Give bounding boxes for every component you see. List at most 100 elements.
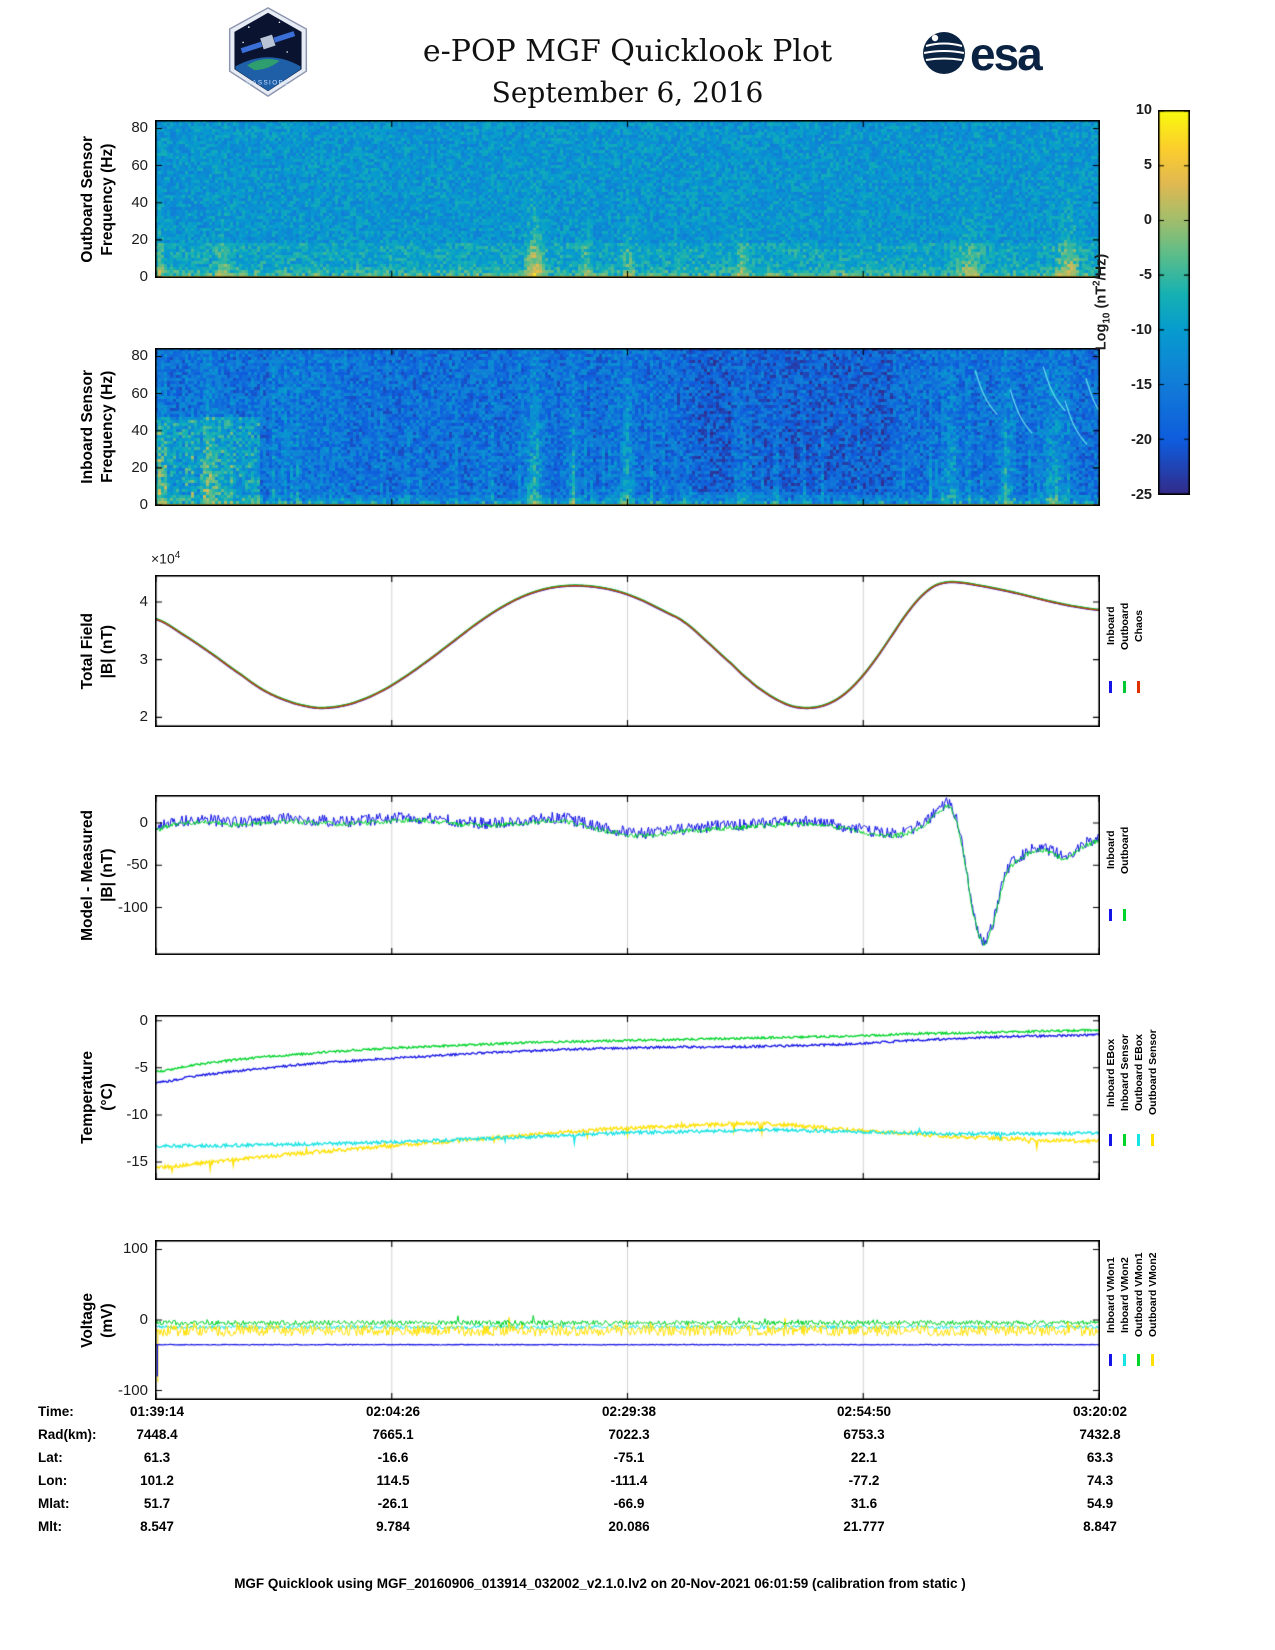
- ephemeris-value: -75.1: [613, 1450, 645, 1465]
- ephemeris-value: 6753.3: [843, 1427, 885, 1442]
- legend-label: Inboard Sensor: [1118, 1034, 1131, 1112]
- colorbar-tick-label: 5: [1143, 157, 1152, 173]
- legend-entry: Outboard: [1118, 795, 1131, 921]
- y-tick-label: -50: [126, 856, 148, 874]
- panel-outboard-spectrogram: Outboard Sensor Frequency (Hz) 0 20 40 60 80: [0, 119, 1275, 285]
- legend-entry: Inboard: [1104, 575, 1117, 693]
- ephemeris-value: 01:39:14: [129, 1404, 185, 1419]
- ephemeris-value: -26.1: [377, 1496, 409, 1511]
- y-tick-label: 60: [131, 156, 148, 174]
- y-tick-label: -5: [134, 1058, 148, 1076]
- legend-entry: Outboard VMon2: [1146, 1240, 1159, 1366]
- panel-total-field: ×104 Total Field |B| (nT) 2 3 4 Inboard Outb…: [0, 550, 1275, 727]
- legend-color-dash: [1123, 681, 1126, 693]
- ephemeris-value: 114.5: [376, 1473, 410, 1488]
- legend-color-dash: [1137, 1134, 1140, 1146]
- legend-entry: Outboard Sensor: [1146, 1015, 1159, 1146]
- ephemeris-value: 02:54:50: [836, 1404, 892, 1419]
- colorbar-tick-label: 0: [1143, 212, 1152, 228]
- y-tick-label: 0: [139, 1311, 148, 1328]
- legend-color-dash: [1123, 1354, 1126, 1366]
- ephemeris-row-label: Lon:: [38, 1473, 68, 1488]
- legend-label: Chaos: [1132, 609, 1145, 643]
- ephemeris-value: 8.547: [140, 1519, 174, 1534]
- ylabel-line: Temperature: [78, 1051, 96, 1144]
- panel-model-measured: Model - Measured |B| (nT) 0 -50 -100 Inboar…: [0, 795, 1275, 955]
- colorbar: [1158, 110, 1190, 495]
- y-tick-label: 0: [139, 814, 148, 832]
- y-tick-label: 40: [131, 421, 148, 439]
- panel-legend: Inboard EBox Inboard Sensor Outboard EBox O…: [1104, 1015, 1159, 1180]
- y-tick-label: 3: [139, 650, 148, 668]
- y-tick-label: 80: [131, 119, 148, 137]
- esa-logo-text: esa: [970, 28, 1043, 80]
- legend-color-dash: [1123, 909, 1126, 921]
- panel-temperature: Temperature (°C) 0 -5 -10 -15 Inboard EBox In…: [0, 1011, 1275, 1180]
- legend-entry: Inboard Sensor: [1118, 1015, 1131, 1146]
- y-tick-label: 20: [131, 230, 148, 248]
- model-measured-canvas: [155, 795, 1100, 955]
- colorbar-tick-label: 10: [1135, 102, 1152, 118]
- legend-color-dash: [1109, 909, 1112, 921]
- ylabel-line: Voltage: [78, 1292, 96, 1348]
- panel-inboard-spectrogram: Inboard Sensor Frequency (Hz) 0 20 40 60 80: [0, 347, 1275, 513]
- voltage-canvas: [155, 1240, 1100, 1400]
- ylabel-line: Inboard Sensor: [78, 370, 96, 484]
- legend-entry: Outboard VMon1: [1132, 1240, 1145, 1366]
- ylabel-line: Outboard Sensor: [78, 135, 96, 263]
- total-field-canvas: [155, 575, 1100, 727]
- ylabel-line: Total Field: [78, 612, 96, 690]
- y-axis-exponent: ×104: [151, 550, 181, 567]
- cassiope-mission-logo: CASSIOPE: [228, 7, 308, 97]
- y-tick-label: 4: [139, 592, 148, 610]
- y-tick-label: 20: [131, 458, 148, 476]
- ylabel-line: Model - Measured: [78, 809, 96, 941]
- legend-label: Outboard VMon2: [1146, 1252, 1159, 1338]
- y-tick-label: -10: [126, 1105, 148, 1123]
- ephemeris-value: 101.2: [140, 1473, 174, 1488]
- y-tick-label: 60: [131, 384, 148, 402]
- legend-color-dash: [1137, 681, 1140, 693]
- legend-color-dash: [1109, 1134, 1112, 1146]
- panel-legend: Inboard VMon1 Inboard VMon2 Outboard VMon1…: [1104, 1240, 1159, 1400]
- ephemeris-row: Mlt: 8.547 9.784 20.086 21.777 8.847: [0, 1519, 1275, 1542]
- legend-label: Outboard Sensor: [1146, 1029, 1159, 1116]
- legend-entry: Inboard VMon2: [1118, 1240, 1131, 1366]
- legend-label: Inboard: [1104, 830, 1117, 870]
- ephemeris-value: 63.3: [1086, 1450, 1114, 1465]
- ephemeris-row-label: Lat:: [38, 1450, 63, 1465]
- outboard-spectrogram-canvas: [155, 120, 1100, 278]
- ephemeris-value: 7022.3: [608, 1427, 650, 1442]
- ephemeris-value: 7432.8: [1079, 1427, 1121, 1442]
- ephemeris-value: -111.4: [610, 1473, 648, 1488]
- figure-title: e-POP MGF Quicklook Plot: [422, 34, 833, 69]
- ephemeris-value: 74.3: [1086, 1473, 1114, 1488]
- y-tick-label: 40: [131, 193, 148, 211]
- figure-date: September 6, 2016: [491, 76, 764, 109]
- ephemeris-value: 31.6: [850, 1496, 878, 1511]
- y-tick-label: 100: [122, 1240, 148, 1258]
- legend-entry: Chaos: [1132, 575, 1145, 693]
- ephemeris-row: Lon: 101.2 114.5 -111.4 -77.2 74.3: [0, 1473, 1275, 1496]
- y-tick-label: 0: [139, 496, 148, 513]
- esa-logo: esa: [923, 28, 1044, 80]
- ephemeris-value: 02:29:38: [601, 1404, 657, 1419]
- mission-logo-text: CASSIOPE: [246, 80, 289, 87]
- ephemeris-value: 20.086: [608, 1519, 650, 1534]
- ephemeris-value: 21.777: [843, 1519, 885, 1534]
- ephemeris-value: -77.2: [848, 1473, 880, 1488]
- legend-label: Inboard VMon1: [1104, 1257, 1117, 1333]
- ephemeris-value: 03:20:02: [1072, 1404, 1128, 1419]
- panel-voltage: Voltage (mV) 100 0 -100 Inboard VMon1 Inboar…: [0, 1240, 1275, 1400]
- colorbar-tick-label: -25: [1131, 487, 1152, 503]
- y-tick-label: 0: [139, 1011, 148, 1029]
- ephemeris-row-label: Mlat:: [38, 1496, 70, 1511]
- panel-legend: Inboard Outboard: [1104, 795, 1131, 955]
- ephemeris-row: Lat: 61.3 -16.6 -75.1 22.1 63.3: [0, 1450, 1275, 1473]
- inboard-spectrogram-canvas: [155, 348, 1100, 506]
- ephemeris-value: 8.847: [1083, 1519, 1117, 1534]
- legend-label: Inboard EBox: [1104, 1038, 1117, 1107]
- ephemeris-value: 9.784: [376, 1519, 410, 1534]
- legend-color-dash: [1137, 1354, 1140, 1366]
